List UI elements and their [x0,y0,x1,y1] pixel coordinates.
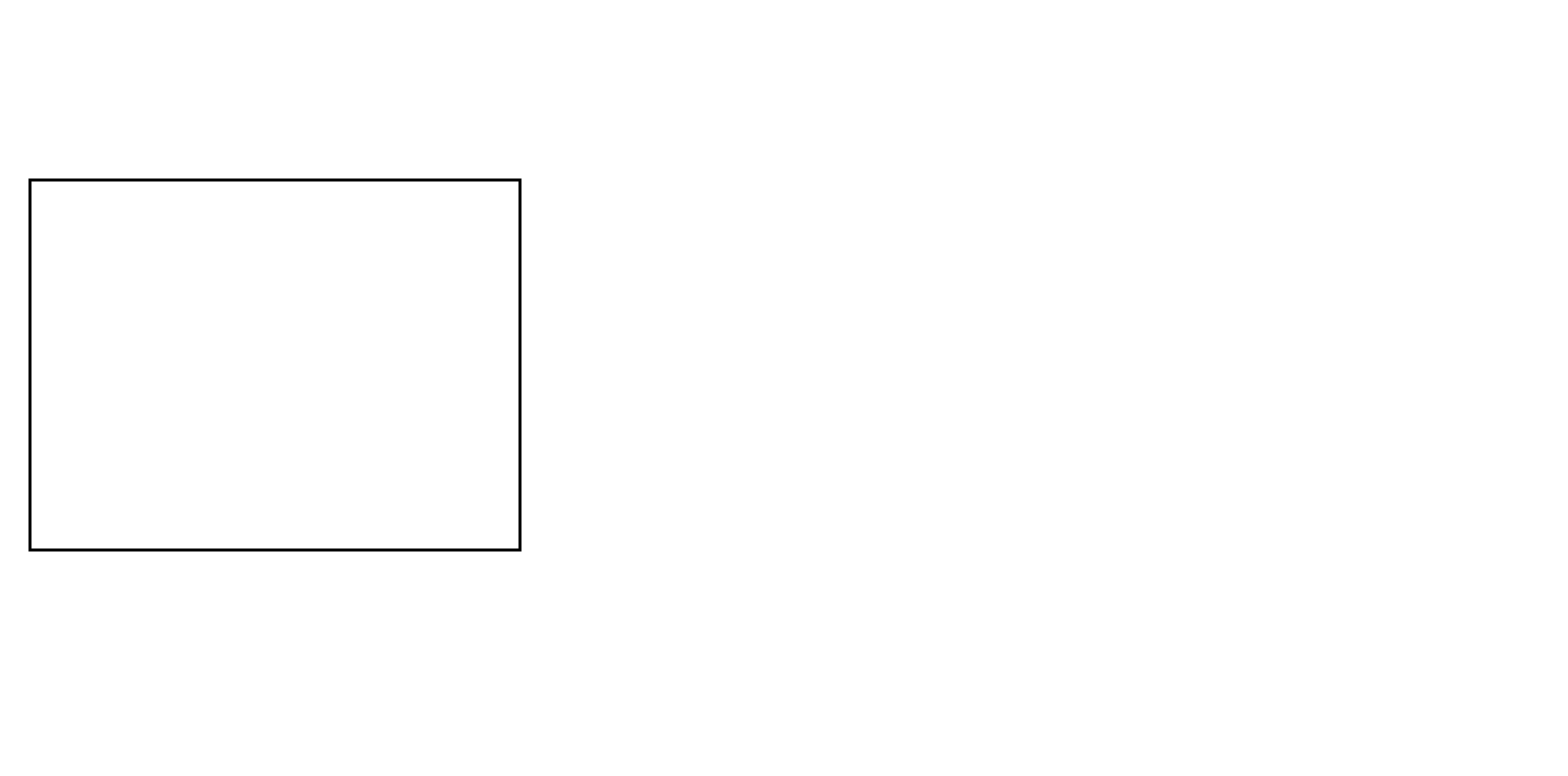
mcp-host-box [30,180,520,550]
